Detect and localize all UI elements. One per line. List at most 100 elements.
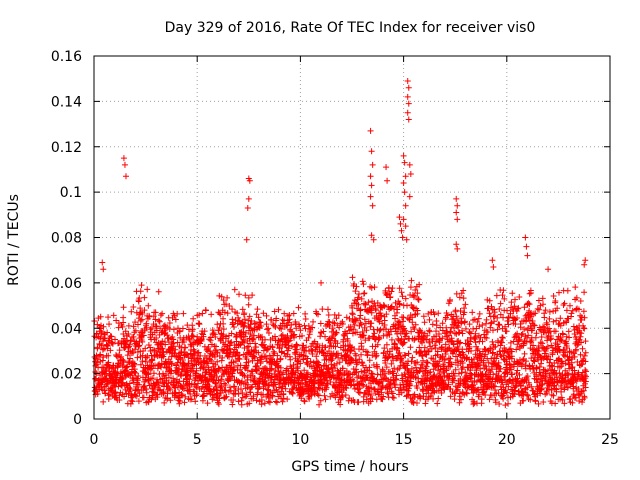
data-point [288, 321, 295, 328]
data-point [238, 401, 245, 408]
y-tick-label: 0 [73, 412, 82, 428]
data-point [290, 378, 297, 385]
data-point [565, 328, 572, 335]
data-point [279, 331, 286, 338]
data-point [360, 332, 367, 339]
data-point [227, 364, 234, 371]
data-point [226, 303, 233, 310]
data-point [172, 316, 179, 323]
data-point [320, 363, 327, 370]
data-point [126, 380, 133, 387]
data-point [454, 245, 461, 252]
data-point [353, 316, 360, 323]
data-point [143, 389, 150, 396]
data-point [453, 241, 460, 248]
data-point [306, 395, 313, 402]
data-point [228, 330, 235, 337]
data-point [353, 305, 360, 312]
data-point [377, 312, 384, 319]
y-tick-label: 0.12 [51, 140, 82, 156]
data-point [260, 385, 267, 392]
x-tick-label: 25 [601, 432, 619, 448]
data-point [119, 379, 126, 386]
data-point [192, 398, 199, 405]
data-point [301, 398, 308, 405]
data-point [319, 306, 326, 313]
data-point [277, 364, 284, 371]
data-point [266, 399, 273, 406]
data-point [99, 259, 106, 266]
data-point [229, 353, 236, 360]
data-point [189, 326, 196, 333]
data-point [323, 377, 330, 384]
data-point [137, 288, 144, 295]
data-point [366, 335, 373, 342]
data-point [228, 373, 235, 380]
data-point [505, 400, 512, 407]
data-point [490, 263, 497, 270]
data-point [349, 274, 356, 281]
data-point [358, 368, 365, 375]
data-point [177, 371, 184, 378]
data-point [229, 401, 236, 408]
data-point [325, 365, 332, 372]
data-point [237, 386, 244, 393]
data-point [235, 390, 242, 397]
data-point [142, 345, 149, 352]
data-point [162, 341, 169, 348]
data-point [568, 310, 575, 317]
data-point [582, 349, 589, 356]
data-point [248, 317, 255, 324]
data-point [360, 290, 367, 297]
data-point [129, 398, 136, 405]
data-point [101, 331, 108, 338]
data-point [242, 320, 249, 327]
data-point [256, 318, 263, 325]
data-point [400, 152, 407, 159]
data-point [224, 310, 231, 317]
data-point [184, 369, 191, 376]
data-point [137, 361, 144, 368]
data-point [164, 395, 171, 402]
data-point [132, 346, 139, 353]
data-point [145, 399, 152, 406]
data-point [104, 329, 111, 336]
data-point [509, 290, 516, 297]
data-point [407, 344, 414, 351]
data-point [315, 359, 322, 366]
data-point [241, 339, 248, 346]
data-point [324, 306, 331, 313]
data-point [483, 316, 490, 323]
data-point [272, 367, 279, 374]
data-point [241, 372, 248, 379]
data-point [504, 307, 511, 314]
data-point [407, 170, 414, 177]
data-point [488, 319, 495, 326]
data-point [349, 304, 356, 311]
data-point [318, 279, 325, 286]
data-point [545, 266, 552, 273]
data-point [147, 347, 154, 354]
data-point [367, 173, 374, 180]
data-point [212, 361, 219, 368]
data-point [223, 333, 230, 340]
data-point [247, 340, 254, 347]
data-point [155, 288, 162, 295]
data-point [165, 339, 172, 346]
data-point [100, 398, 107, 405]
data-point [125, 331, 132, 338]
data-point [469, 309, 476, 316]
data-point [358, 321, 365, 328]
data-point [213, 373, 220, 380]
data-point [348, 347, 355, 354]
data-point [113, 317, 120, 324]
data-point [195, 349, 202, 356]
data-point [371, 284, 378, 291]
data-point [550, 318, 557, 325]
data-point [242, 333, 249, 340]
data-point [397, 220, 404, 227]
data-point [366, 388, 373, 395]
data-point [254, 389, 261, 396]
y-tick-label: 0.16 [51, 49, 82, 65]
data-point [343, 314, 350, 321]
